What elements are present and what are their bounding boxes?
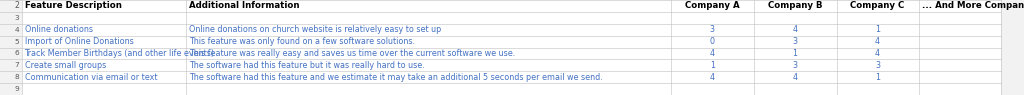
Text: 0: 0: [710, 37, 715, 46]
Bar: [0, 0, 22, 95]
Text: Create small groups: Create small groups: [25, 61, 105, 70]
Text: 4: 4: [710, 49, 715, 58]
Text: 1: 1: [876, 25, 880, 34]
Text: 9: 9: [14, 86, 19, 92]
Text: 4: 4: [876, 49, 880, 58]
Text: 8: 8: [14, 74, 19, 80]
Text: 3: 3: [793, 61, 798, 70]
Text: 1: 1: [710, 61, 715, 70]
Text: Online donations on church website is relatively easy to set up: Online donations on church website is re…: [189, 25, 441, 34]
Text: 4: 4: [793, 25, 798, 34]
Text: Company A: Company A: [685, 1, 739, 10]
Text: 4: 4: [14, 27, 19, 33]
Text: Track Member Birthdays (and other life events): Track Member Birthdays (and other life e…: [25, 49, 215, 58]
Text: 3: 3: [710, 25, 715, 34]
Text: 3: 3: [14, 15, 19, 21]
Text: 4: 4: [710, 73, 715, 82]
Text: 6: 6: [14, 50, 19, 56]
Text: 4: 4: [876, 37, 880, 46]
Text: 2: 2: [14, 1, 19, 10]
Text: Import of Online Donations: Import of Online Donations: [25, 37, 133, 46]
Text: Feature Description: Feature Description: [25, 1, 122, 10]
Text: This feature was only found on a few software solutions.: This feature was only found on a few sof…: [189, 37, 416, 46]
Text: The software had this feature and we estimate it may take an additional 5 second: The software had this feature and we est…: [189, 73, 603, 82]
Text: 4: 4: [793, 73, 798, 82]
Text: Communication via email or text: Communication via email or text: [25, 73, 157, 82]
Text: Additional Information: Additional Information: [189, 1, 300, 10]
Text: 5: 5: [14, 39, 19, 45]
Text: The software had this feature but it was really hard to use.: The software had this feature but it was…: [189, 61, 425, 70]
Text: 3: 3: [876, 61, 880, 70]
Text: 3: 3: [793, 37, 798, 46]
Text: Online donations: Online donations: [25, 25, 92, 34]
Text: This feature was really easy and saves us time over the current software we use.: This feature was really easy and saves u…: [189, 49, 516, 58]
Text: 7: 7: [14, 62, 19, 68]
Text: ... And More Companies –: ... And More Companies –: [922, 1, 1024, 10]
Text: 1: 1: [793, 49, 798, 58]
Text: Company B: Company B: [768, 1, 822, 10]
Text: 1: 1: [876, 73, 880, 82]
Text: Company C: Company C: [851, 1, 904, 10]
